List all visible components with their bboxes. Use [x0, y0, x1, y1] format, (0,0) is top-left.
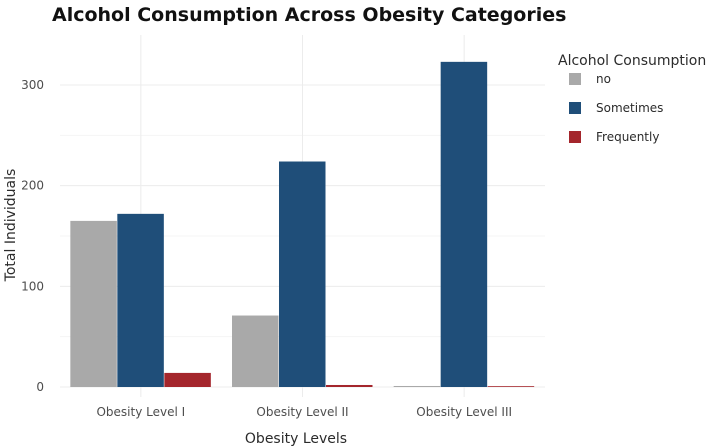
bar-frequently-3 — [487, 386, 535, 387]
chart-title: Alcohol Consumption Across Obesity Categ… — [52, 4, 567, 26]
y-tick-label: 300 — [21, 78, 44, 92]
x-tick-label: Obesity Level I — [96, 405, 185, 419]
x-axis-ticks: Obesity Level I Obesity Level II Obesity L… — [96, 405, 512, 419]
y-tick-label: 100 — [21, 279, 44, 293]
legend: Alcohol Consumption no Sometimes Frequentl… — [558, 53, 706, 144]
bar-sometimes-3 — [440, 61, 488, 387]
x-tick-label: Obesity Level II — [256, 405, 348, 419]
bar-sometimes-1 — [117, 213, 164, 387]
legend-key-sometimes — [569, 102, 581, 114]
bar-sometimes-2 — [279, 161, 326, 387]
bar-no-2 — [232, 315, 279, 387]
y-axis-ticks: 0 100 200 300 — [21, 78, 44, 394]
legend-label: no — [596, 72, 611, 86]
legend-key-frequently — [569, 131, 581, 143]
y-tick-label: 200 — [21, 179, 44, 193]
legend-title: Alcohol Consumption — [558, 53, 706, 69]
bar-no-3 — [393, 385, 441, 387]
y-tick-label: 0 — [36, 380, 44, 394]
bar-frequently-1 — [164, 372, 211, 387]
legend-label: Frequently — [596, 130, 659, 144]
x-tick-label: Obesity Level III — [416, 405, 512, 419]
legend-key-no — [569, 73, 581, 85]
y-axis-title: Total Individuals — [3, 169, 19, 283]
bar-no-1 — [70, 220, 117, 387]
legend-items: no Sometimes Frequently — [569, 72, 663, 144]
x-axis-title: Obesity Levels — [245, 431, 347, 446]
legend-label: Sometimes — [596, 101, 663, 115]
bar-frequently-2 — [326, 384, 373, 387]
bars-layer — [70, 61, 535, 387]
